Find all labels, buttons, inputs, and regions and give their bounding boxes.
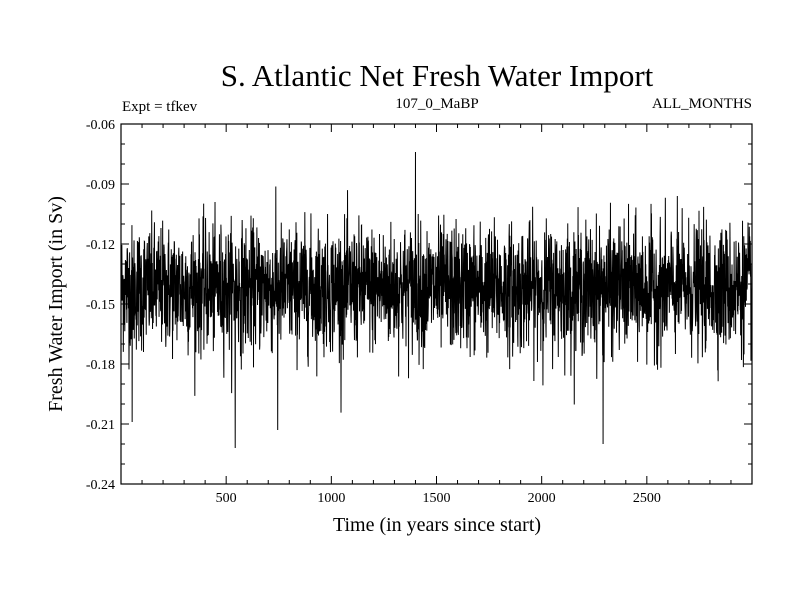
y-tick-label: -0.09 xyxy=(86,178,115,193)
plot-frame xyxy=(120,123,753,485)
x-axis-label: Time (in years since start) xyxy=(333,514,541,536)
axis-ticks: 500 1000 1500 2000 2500 -0.06 -0.09 -0.12 -0.15 -… xyxy=(86,118,752,506)
x-tick-label: 500 xyxy=(216,491,237,506)
subtitle-experiment: Expt = tfkev xyxy=(122,99,198,115)
subtitle-months: ALL_MONTHS xyxy=(652,96,752,112)
y-tick-label: -0.06 xyxy=(86,118,115,133)
x-tick-label: 2000 xyxy=(528,491,556,506)
y-axis-label: Fresh Water Import (in Sv) xyxy=(45,196,67,412)
data-series xyxy=(120,151,753,449)
y-tick-label: -0.15 xyxy=(86,298,115,313)
subtitle-period: 107_0_MaBP xyxy=(395,96,478,112)
x-tick-label: 1000 xyxy=(317,491,345,506)
x-tick-label: 2500 xyxy=(633,491,661,506)
y-tick-label: -0.12 xyxy=(86,238,115,253)
series-line xyxy=(120,151,753,449)
chart-title: S. Atlantic Net Fresh Water Import xyxy=(221,58,654,93)
x-tick-label: 1500 xyxy=(423,491,451,506)
y-tick-label: -0.18 xyxy=(86,358,115,373)
y-tick-label: -0.21 xyxy=(86,418,115,433)
y-tick-label: -0.24 xyxy=(86,478,115,493)
